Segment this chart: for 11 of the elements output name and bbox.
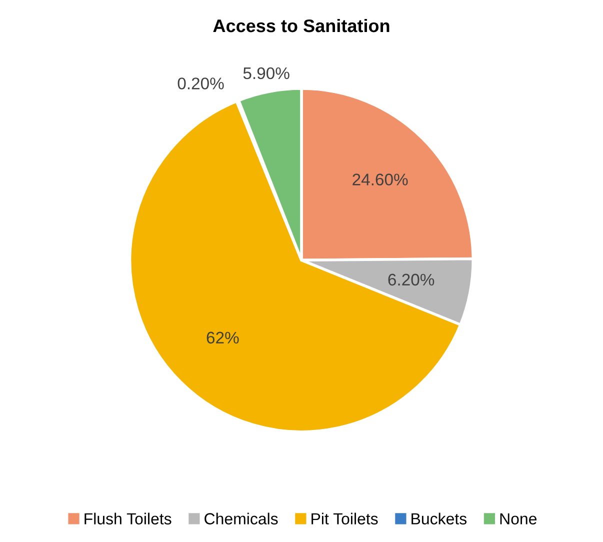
data-label: 5.90% bbox=[243, 67, 290, 80]
legend-label: None bbox=[500, 513, 537, 524]
legend-label: Flush Toilets bbox=[84, 512, 172, 524]
data-label: 62% bbox=[206, 332, 239, 344]
legend-label: Pit Toilets bbox=[312, 512, 378, 524]
data-label: 24.60% bbox=[352, 174, 408, 186]
data-label: 0.20% bbox=[178, 78, 224, 90]
legend-label: Chemicals bbox=[204, 512, 278, 524]
legend-label: Buckets bbox=[412, 512, 467, 524]
data-label: 6.20% bbox=[388, 274, 434, 286]
chart-title: Access to Sanitation bbox=[213, 18, 390, 32]
